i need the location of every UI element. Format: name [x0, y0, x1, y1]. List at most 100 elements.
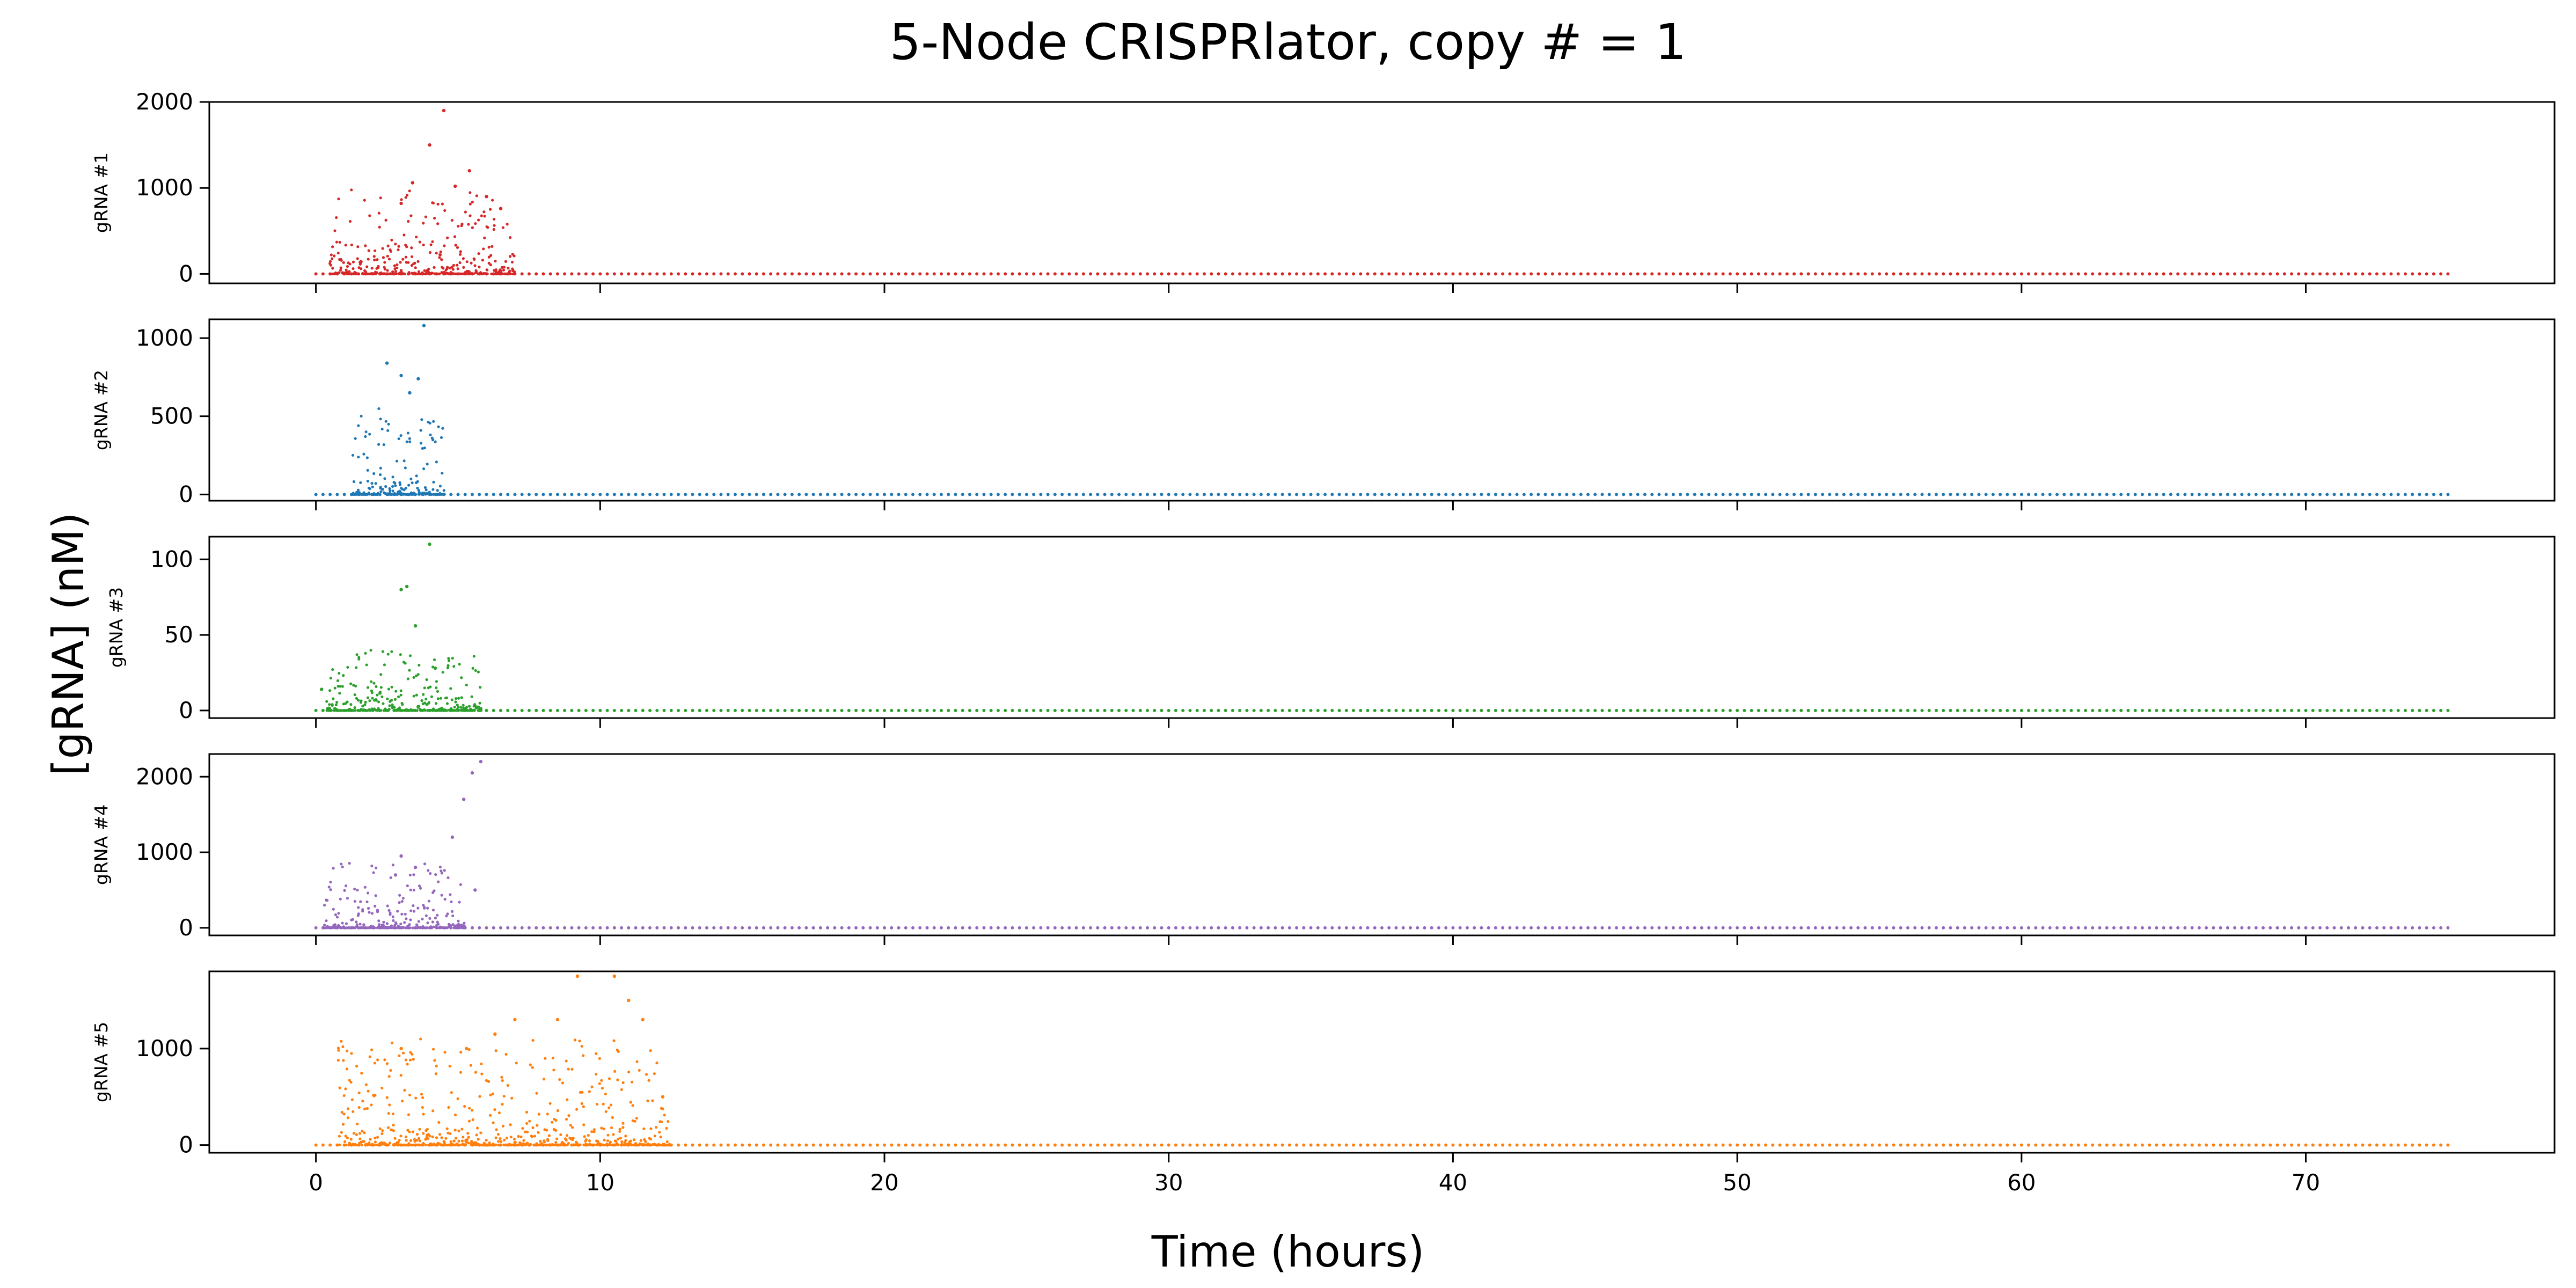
- data-point: [459, 250, 462, 253]
- data-point: [2247, 493, 2251, 496]
- data-point: [968, 493, 971, 496]
- data-point: [939, 926, 943, 930]
- data-point: [1679, 272, 1682, 276]
- data-point: [346, 700, 349, 704]
- data-point: [911, 1143, 914, 1147]
- data-point: [394, 690, 398, 693]
- data-point: [342, 709, 345, 712]
- data-point: [996, 272, 1000, 276]
- data-point: [1792, 926, 1796, 930]
- data-point: [1117, 493, 1121, 496]
- data-point: [399, 269, 403, 272]
- data-point: [2226, 1143, 2229, 1147]
- data-point: [451, 268, 455, 271]
- data-point: [1195, 1143, 1199, 1147]
- data-point: [479, 707, 483, 710]
- data-point: [370, 1048, 374, 1051]
- data-point: [1465, 272, 1469, 276]
- y-tick-label: 1000: [136, 1035, 193, 1062]
- data-point: [826, 926, 830, 930]
- data-point: [868, 272, 872, 276]
- data-point: [360, 260, 363, 264]
- data-point: [1977, 493, 1981, 496]
- data-point: [2368, 272, 2372, 276]
- data-point: [1558, 708, 1562, 712]
- data-point: [433, 889, 436, 892]
- data-point: [376, 1136, 379, 1139]
- data-point: [2233, 1143, 2237, 1147]
- data-point: [396, 910, 399, 913]
- data-point: [504, 272, 508, 275]
- data-point: [833, 1143, 837, 1147]
- data-point: [485, 1139, 488, 1142]
- data-point: [460, 708, 463, 712]
- data-point: [1821, 708, 1825, 712]
- data-point: [478, 926, 481, 930]
- y-tick-label: 2000: [136, 763, 193, 789]
- data-point: [408, 189, 411, 193]
- data-point: [546, 1113, 549, 1116]
- data-point: [939, 493, 943, 496]
- data-point: [483, 215, 486, 218]
- data-point: [741, 708, 744, 712]
- data-point: [451, 923, 455, 926]
- data-point: [1124, 926, 1128, 930]
- data-point: [346, 1107, 350, 1110]
- data-point: [2084, 493, 2087, 496]
- data-point: [1856, 493, 1860, 496]
- data-point: [1217, 272, 1220, 276]
- data-point: [598, 1082, 601, 1085]
- data-point: [465, 706, 469, 709]
- data-point: [370, 482, 374, 485]
- data-point: [939, 1143, 943, 1147]
- data-point: [349, 1080, 353, 1084]
- data-point: [349, 1138, 353, 1141]
- data-point: [1138, 1143, 1142, 1147]
- data-point: [1501, 493, 1505, 496]
- data-point: [352, 267, 355, 270]
- data-point: [420, 418, 423, 421]
- data-point: [1380, 493, 1384, 496]
- data-point: [776, 926, 780, 930]
- data-point: [371, 697, 374, 700]
- data-point: [1942, 493, 1945, 496]
- data-point: [535, 926, 538, 930]
- panel-label-grna-1: gRNA #1: [91, 152, 112, 233]
- data-point: [2112, 1143, 2116, 1147]
- data-point: [2006, 272, 2009, 276]
- data-point: [406, 1129, 409, 1132]
- data-point: [331, 267, 334, 270]
- data-point: [1927, 272, 1931, 276]
- data-point: [1949, 1143, 1952, 1147]
- data-point: [513, 272, 516, 275]
- data-point: [2169, 272, 2172, 276]
- data-point: [1103, 708, 1107, 712]
- data-point: [2069, 493, 2073, 496]
- data-point: [417, 1137, 421, 1140]
- data-point: [471, 667, 474, 670]
- data-point: [698, 708, 701, 712]
- data-point: [2403, 1143, 2407, 1147]
- data-point: [488, 1114, 492, 1117]
- data-point: [374, 482, 377, 485]
- data-point: [755, 1143, 758, 1147]
- data-point: [2190, 493, 2194, 496]
- data-point: [658, 1144, 662, 1147]
- data-point: [2247, 926, 2251, 930]
- data-point: [1096, 1143, 1100, 1147]
- data-point: [429, 708, 432, 712]
- data-point: [1785, 1143, 1789, 1147]
- data-point: [1842, 708, 1846, 712]
- data-point: [726, 708, 730, 712]
- data-point: [1664, 708, 1668, 712]
- data-point: [1323, 926, 1327, 930]
- data-point: [351, 453, 355, 457]
- data-point: [493, 1108, 496, 1111]
- data-point: [2325, 272, 2329, 276]
- data-point: [1877, 708, 1881, 712]
- data-point: [1032, 493, 1036, 496]
- data-point: [2240, 272, 2244, 276]
- data-point: [2354, 272, 2358, 276]
- data-point: [1949, 272, 1952, 276]
- data-point: [459, 883, 462, 886]
